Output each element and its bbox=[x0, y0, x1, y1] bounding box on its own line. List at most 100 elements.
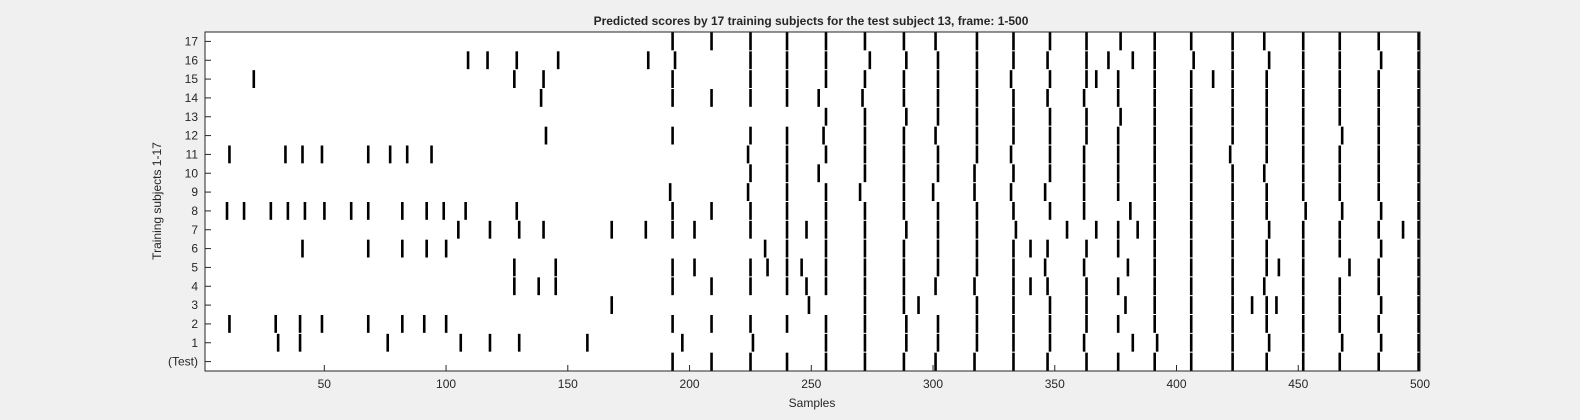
event-mark-11-2 bbox=[301, 145, 304, 164]
event-mark-7-28 bbox=[1401, 220, 1405, 239]
event-mark-test-13 bbox=[1153, 352, 1156, 371]
event-mark-8-28 bbox=[1231, 202, 1234, 220]
x-tick-label-400: 400 bbox=[1166, 377, 1186, 391]
event-mark-8-27 bbox=[1189, 202, 1193, 220]
event-mark-14-0 bbox=[539, 89, 543, 107]
event-mark-14-7 bbox=[902, 89, 906, 107]
event-mark-13-5 bbox=[1012, 107, 1015, 126]
event-mark-10-17 bbox=[1377, 164, 1381, 183]
event-mark-8-30 bbox=[1304, 202, 1307, 220]
event-mark-test-2 bbox=[749, 352, 752, 371]
x-tick-label-50: 50 bbox=[318, 377, 332, 391]
event-mark-17-0 bbox=[671, 32, 674, 51]
event-mark-17-1 bbox=[710, 32, 713, 51]
event-mark-8-4 bbox=[303, 202, 307, 220]
event-mark-5-16 bbox=[1126, 258, 1130, 277]
event-mark-16-1 bbox=[486, 51, 489, 70]
event-mark-1-6 bbox=[586, 333, 589, 352]
event-mark-2-12 bbox=[824, 315, 828, 333]
event-mark-6-23 bbox=[1379, 239, 1383, 258]
event-mark-13-13 bbox=[1301, 107, 1305, 126]
event-mark-12-6 bbox=[902, 126, 906, 145]
event-mark-5-3 bbox=[693, 258, 696, 277]
event-mark-14-17 bbox=[1265, 89, 1268, 107]
event-mark-6-18 bbox=[1189, 239, 1193, 258]
event-mark-10-5 bbox=[936, 164, 940, 183]
event-mark-13-7 bbox=[1085, 107, 1088, 126]
event-mark-17-16 bbox=[1262, 32, 1266, 51]
event-mark-2-7 bbox=[444, 315, 448, 333]
event-mark-2-19 bbox=[1085, 315, 1088, 333]
event-mark-12-10 bbox=[1048, 126, 1052, 145]
event-mark-16-9 bbox=[868, 51, 872, 70]
event-mark-15-12 bbox=[1048, 70, 1052, 88]
event-mark-12-9 bbox=[1012, 126, 1015, 145]
event-mark-test-18 bbox=[1338, 352, 1342, 371]
event-mark-13-11 bbox=[1231, 107, 1234, 126]
event-mark-1-22 bbox=[1301, 333, 1305, 352]
event-mark-3-10 bbox=[1153, 296, 1156, 314]
event-mark-6-6 bbox=[785, 239, 789, 258]
event-mark-17-13 bbox=[1153, 32, 1156, 51]
event-mark-test-19 bbox=[1377, 352, 1381, 371]
event-mark-3-5 bbox=[975, 296, 979, 314]
event-mark-8-18 bbox=[863, 202, 867, 220]
event-mark-15-7 bbox=[863, 70, 867, 88]
x-tick-label-100: 100 bbox=[436, 377, 456, 391]
event-mark-7-27 bbox=[1377, 220, 1381, 239]
event-mark-5-14 bbox=[1043, 258, 1047, 277]
event-mark-7-5 bbox=[644, 220, 648, 239]
event-mark-17-18 bbox=[1338, 32, 1342, 51]
event-mark-3-1 bbox=[807, 296, 811, 314]
event-mark-16-19 bbox=[1192, 51, 1195, 70]
event-mark-6-22 bbox=[1338, 239, 1342, 258]
event-mark-6-7 bbox=[824, 239, 828, 258]
event-mark-2-2 bbox=[298, 315, 302, 333]
event-mark-8-24 bbox=[1082, 202, 1086, 220]
event-mark-17-14 bbox=[1189, 32, 1193, 51]
event-mark-8-2 bbox=[269, 202, 273, 220]
event-mark-2-10 bbox=[749, 315, 752, 333]
event-mark-12-19 bbox=[1377, 126, 1381, 145]
event-mark-2-16 bbox=[975, 315, 979, 333]
event-mark-16-12 bbox=[975, 51, 979, 70]
event-mark-1-10 bbox=[863, 333, 867, 352]
event-mark-8-12 bbox=[515, 202, 519, 220]
event-mark-7-19 bbox=[1116, 220, 1120, 239]
event-mark-5-19 bbox=[1231, 258, 1234, 277]
event-mark-7-17 bbox=[1065, 220, 1069, 239]
y-tick-label-10: 10 bbox=[185, 166, 199, 180]
event-mark-test-14 bbox=[1189, 352, 1193, 371]
event-mark-12-14 bbox=[1189, 126, 1193, 145]
event-mark-8-1 bbox=[242, 202, 246, 220]
event-mark-1-18 bbox=[1155, 333, 1159, 352]
event-mark-8-5 bbox=[323, 202, 326, 220]
event-mark-17-2 bbox=[749, 32, 752, 51]
event-mark-8-15 bbox=[749, 202, 752, 220]
event-mark-1-4 bbox=[488, 333, 492, 352]
event-mark-4-1 bbox=[537, 277, 540, 296]
event-mark-9-2 bbox=[785, 183, 789, 201]
event-mark-11-9 bbox=[785, 145, 789, 164]
event-mark-10-10 bbox=[1116, 164, 1120, 183]
event-mark-4-19 bbox=[1189, 277, 1193, 296]
event-mark-4-16 bbox=[1085, 277, 1088, 296]
x-axis-label: Samples bbox=[789, 396, 836, 410]
event-mark-15-4 bbox=[749, 70, 752, 88]
event-mark-17-8 bbox=[975, 32, 979, 51]
event-mark-16-4 bbox=[646, 51, 650, 70]
event-mark-15-13 bbox=[1085, 70, 1088, 88]
event-mark-4-4 bbox=[710, 277, 713, 296]
event-mark-13-16 bbox=[1417, 107, 1420, 126]
event-mark-8-32 bbox=[1379, 202, 1383, 220]
event-mark-5-15 bbox=[1082, 258, 1086, 277]
event-mark-15-6 bbox=[824, 70, 828, 88]
event-mark-9-17 bbox=[1338, 183, 1342, 201]
event-mark-11-8 bbox=[746, 145, 750, 164]
event-mark-6-17 bbox=[1153, 239, 1156, 258]
event-mark-14-18 bbox=[1301, 89, 1305, 107]
event-mark-15-9 bbox=[936, 70, 940, 88]
event-mark-10-0 bbox=[749, 164, 752, 183]
event-mark-test-5 bbox=[863, 352, 867, 371]
